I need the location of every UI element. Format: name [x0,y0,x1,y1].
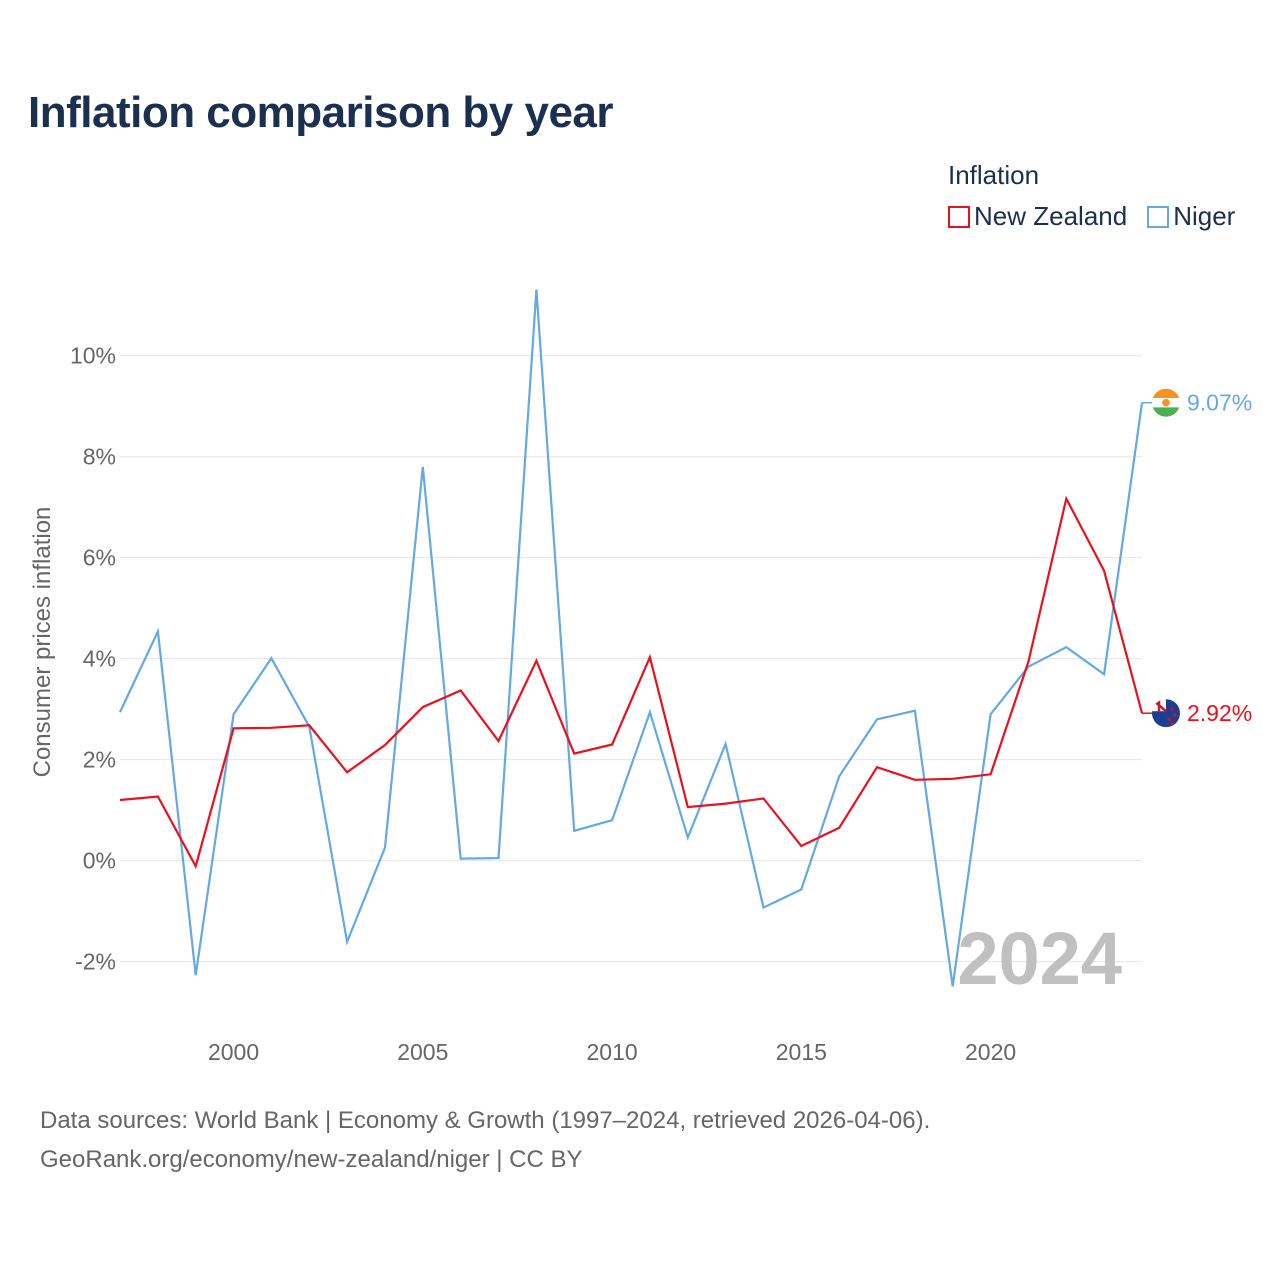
y-tick-label: 2% [83,747,116,773]
flag-niger-icon [1152,388,1180,417]
legend-label-niger: Niger [1173,201,1236,231]
end-label-new-zealand: 2.92% [1187,700,1252,726]
legend-swatch-niger [1147,205,1170,228]
gridlines [120,355,1142,963]
y-tick-label: 0% [83,848,116,874]
legend-item-new-zealand[interactable]: New Zealand [948,201,1127,232]
x-tick-label: 2005 [397,1039,448,1065]
y-axis-label: Consumer prices inflation [29,507,56,778]
line-chart: -2% 0% 2% 4% 6% 8% 10% 2000 2005 2010 2015 2020 Co… [29,289,1252,1065]
series-line-niger [119,289,1144,987]
y-tick-label: 4% [83,646,116,672]
x-tick-label: 2010 [586,1039,637,1065]
year-watermark: 2024 [957,917,1122,1000]
series-lines [119,289,1144,987]
chart-title: Inflation comparison by year [28,88,614,137]
legend-label-new-zealand: New Zealand [974,201,1128,231]
legend-item-niger[interactable]: Niger [1147,201,1235,232]
y-tick-label: 10% [70,343,116,369]
credit-link[interactable]: GeoRank.org/economy/new-zealand/niger | … [40,1146,583,1173]
end-labels: 9.07% 2.92% [1142,388,1252,728]
data-source-note: Data sources: World Bank | Economy & Gro… [40,1107,931,1134]
y-tick-label: -2% [75,949,116,975]
series-line-new-zealand [119,495,1144,870]
legend: Inflation New Zealand Niger [948,160,1235,232]
y-axis-ticks: -2% 0% 2% 4% 6% 8% 10% [70,343,116,975]
x-tick-label: 2015 [776,1039,827,1065]
legend-title: Inflation [948,160,1040,190]
y-tick-label: 8% [83,444,116,470]
x-axis-ticks: 2000 2005 2010 2015 2020 [208,1039,1016,1065]
x-tick-label: 2000 [208,1039,259,1065]
flag-new-zealand-icon [1152,699,1180,728]
y-tick-label: 6% [83,545,116,571]
x-tick-label: 2020 [965,1039,1016,1065]
end-label-niger: 9.07% [1187,390,1252,416]
legend-swatch-new-zealand [948,205,970,228]
